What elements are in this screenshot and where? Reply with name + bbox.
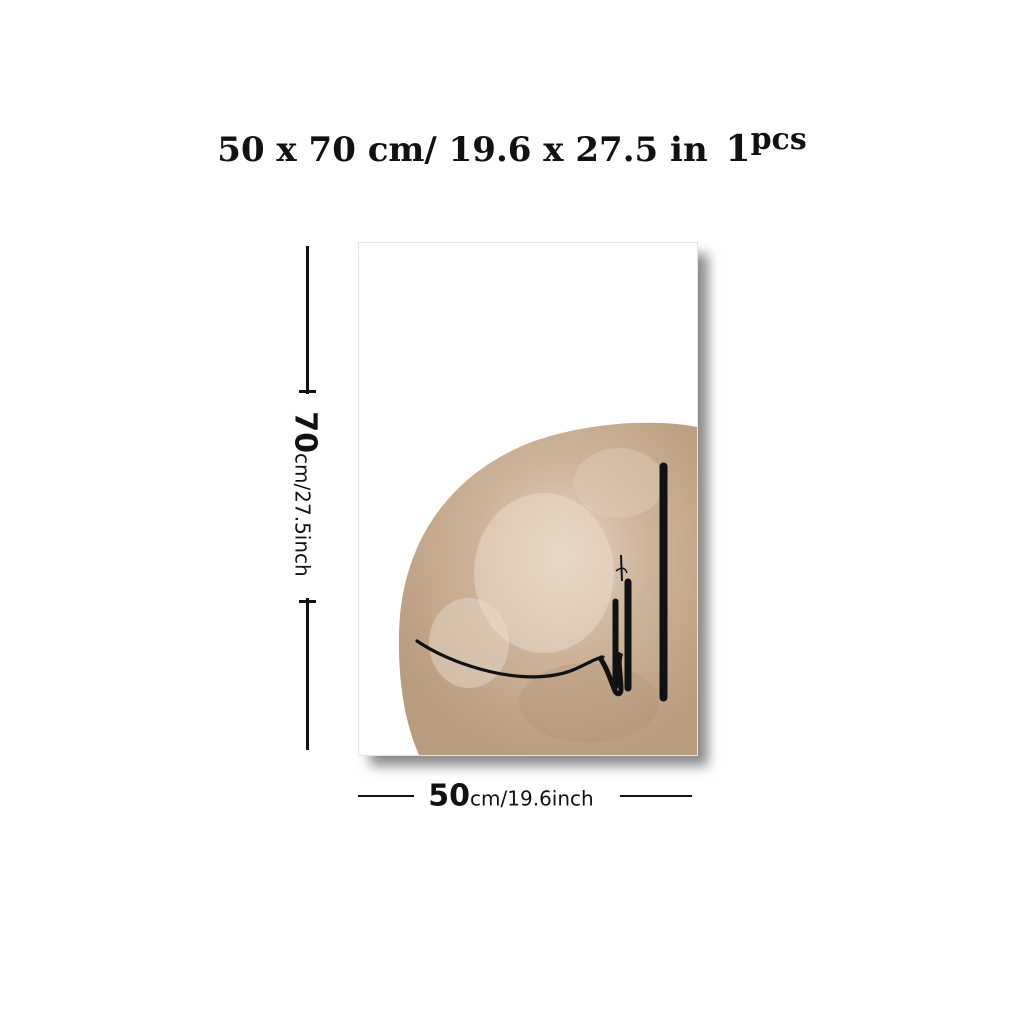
calligraphy (415, 462, 668, 702)
size-title: 50 x 70 cm/ 19.6 x 27.5 in 1pcs (0, 122, 1024, 170)
height-tick-top (299, 390, 316, 393)
width-line-right (620, 795, 692, 797)
height-label: 70cm/27.5inch (288, 411, 323, 576)
artwork-illustration (398, 422, 697, 755)
canvas-print (358, 242, 698, 756)
piece-count: 1 (725, 128, 751, 170)
width-label: 50cm/19.6inch (428, 779, 593, 814)
height-value: 70 (287, 411, 323, 454)
height-line-bottom (306, 598, 309, 750)
width-line-left (358, 795, 414, 797)
height-unit: cm/27.5inch (290, 453, 315, 577)
width-unit: cm/19.6inch (470, 786, 594, 811)
size-dimensions: 50 x 70 cm/ 19.6 x 27.5 in (217, 130, 708, 170)
width-value: 50 (428, 778, 471, 814)
height-tick-bottom (299, 600, 316, 603)
watercolor-circle (398, 422, 697, 755)
height-line-top (306, 246, 309, 394)
piece-unit: pcs (750, 122, 807, 157)
